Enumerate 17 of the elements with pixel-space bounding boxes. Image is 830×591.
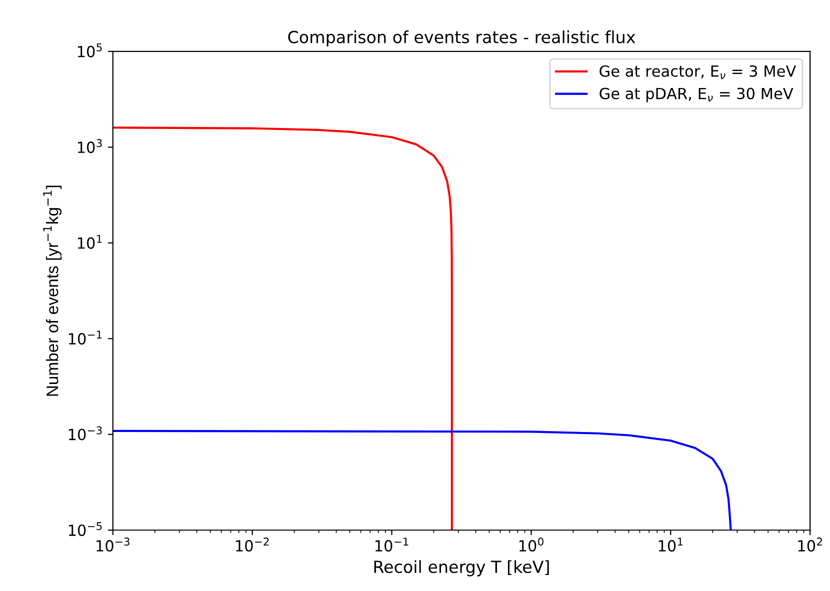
x-axis-title: Recoil energy T [keV] <box>374 560 549 576</box>
legend-label: Ge at pDAR, E$_{ν}$ = 30 MeV <box>600 88 794 102</box>
y-tick-label: 10$^{−3}$ <box>68 426 102 440</box>
x-tick-label: 10$^{−3}$ <box>96 538 130 552</box>
y-tick-label: 10$^{−5}$ <box>68 522 102 536</box>
x-tick-label: 10$^{0}$ <box>519 538 544 552</box>
y-tick-label: 10$^{5}$ <box>78 43 102 58</box>
x-tick-label: 10$^{2}$ <box>798 538 822 552</box>
chart-title: Comparison of events rates - realistic flux <box>288 30 636 47</box>
y-tick-label: 10$^{−1}$ <box>68 330 102 345</box>
y-axis-title: Number of events [yr$^{−1}$kg$^{−1}$] <box>43 186 62 396</box>
x-tick-label: 10$^{−1}$ <box>375 538 408 552</box>
x-tick-label: 10$^{1}$ <box>658 538 683 552</box>
x-tick-label: 10$^{−2}$ <box>236 538 269 552</box>
y-tick-label: 10$^{1}$ <box>78 234 102 249</box>
legend-label: Ge at reactor, E$_{ν}$ = 3 MeV <box>600 65 796 80</box>
y-tick-label: 10$^{3}$ <box>78 139 102 154</box>
